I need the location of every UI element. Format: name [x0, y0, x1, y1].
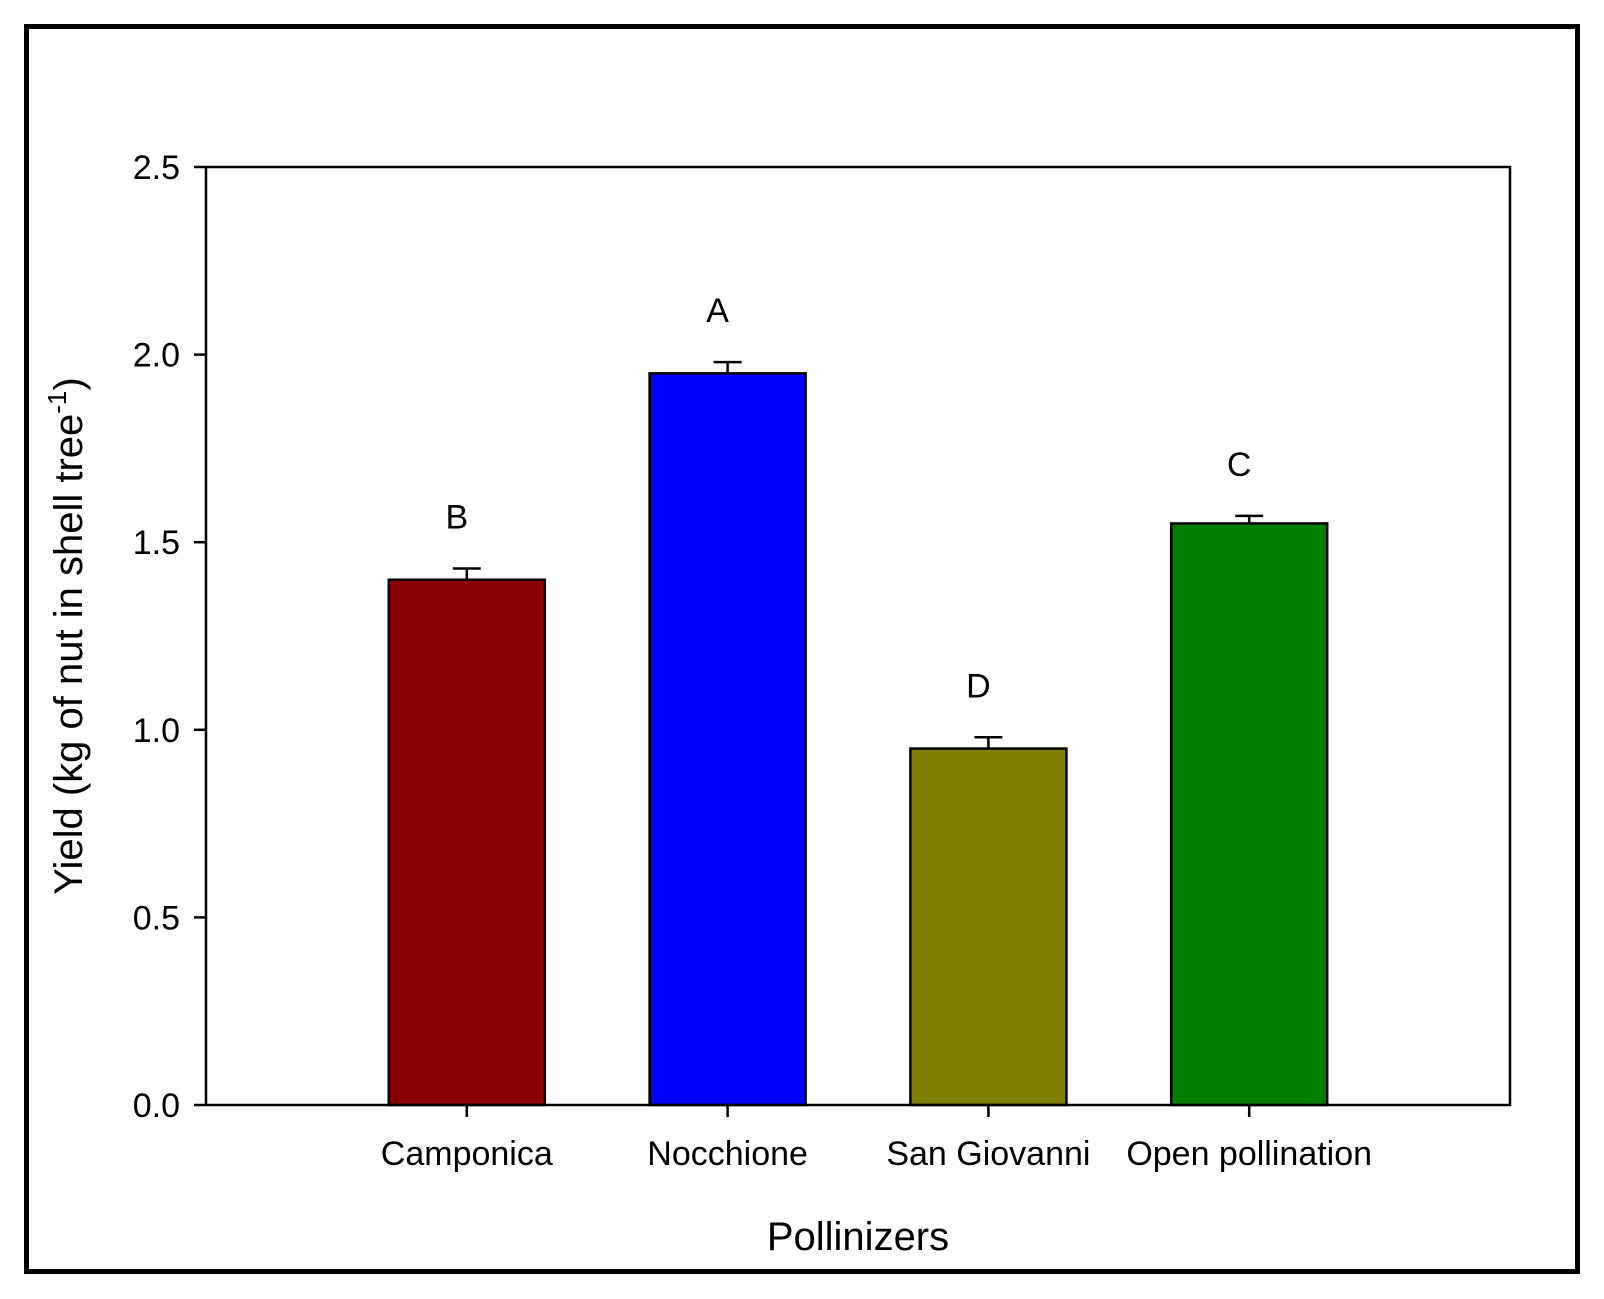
y-tick-label: 0.0: [133, 1087, 180, 1125]
x-tick-label: Camponica: [381, 1135, 553, 1173]
y-tick-label: 0.5: [133, 899, 180, 937]
y-tick-label: 2.5: [133, 149, 180, 187]
y-axis-title-close: ): [47, 377, 91, 390]
y-axis-ticks: 0.0 0.5 1.0 1.5 2.0 2.5: [133, 149, 206, 1125]
x-tick-label: Open pollination: [1126, 1135, 1372, 1173]
significance-label: D: [966, 667, 991, 705]
bars: [387, 372, 1329, 1107]
y-tick-label: 2.0: [133, 337, 180, 375]
y-tick-label: 1.5: [133, 524, 180, 562]
significance-label: A: [706, 292, 729, 330]
significance-label: B: [445, 498, 468, 536]
y-tick-label: 1.0: [133, 712, 180, 750]
x-tick-label: San Giovanni: [886, 1135, 1090, 1173]
y-axis-title-main: Yield (kg of nut in shell tree: [47, 414, 91, 895]
x-tick-label: Nocchione: [647, 1135, 808, 1173]
significance-label: C: [1227, 446, 1252, 484]
bar: [909, 747, 1068, 1107]
y-axis-title-superscript: -1: [42, 391, 72, 414]
bar: [387, 578, 547, 1107]
plot-area: [204, 165, 1512, 1107]
error-bars: [452, 360, 1264, 749]
bar: [648, 372, 807, 1107]
x-axis-title: Pollinizers: [767, 1215, 949, 1259]
bar: [1169, 522, 1329, 1107]
x-axis-ticks: Camponica Nocchione San Giovanni Open polli…: [381, 1105, 1372, 1173]
y-axis-title: Yield (kg of nut in shell tree-1): [42, 377, 91, 894]
significance-labels: B A D C: [445, 292, 1251, 705]
